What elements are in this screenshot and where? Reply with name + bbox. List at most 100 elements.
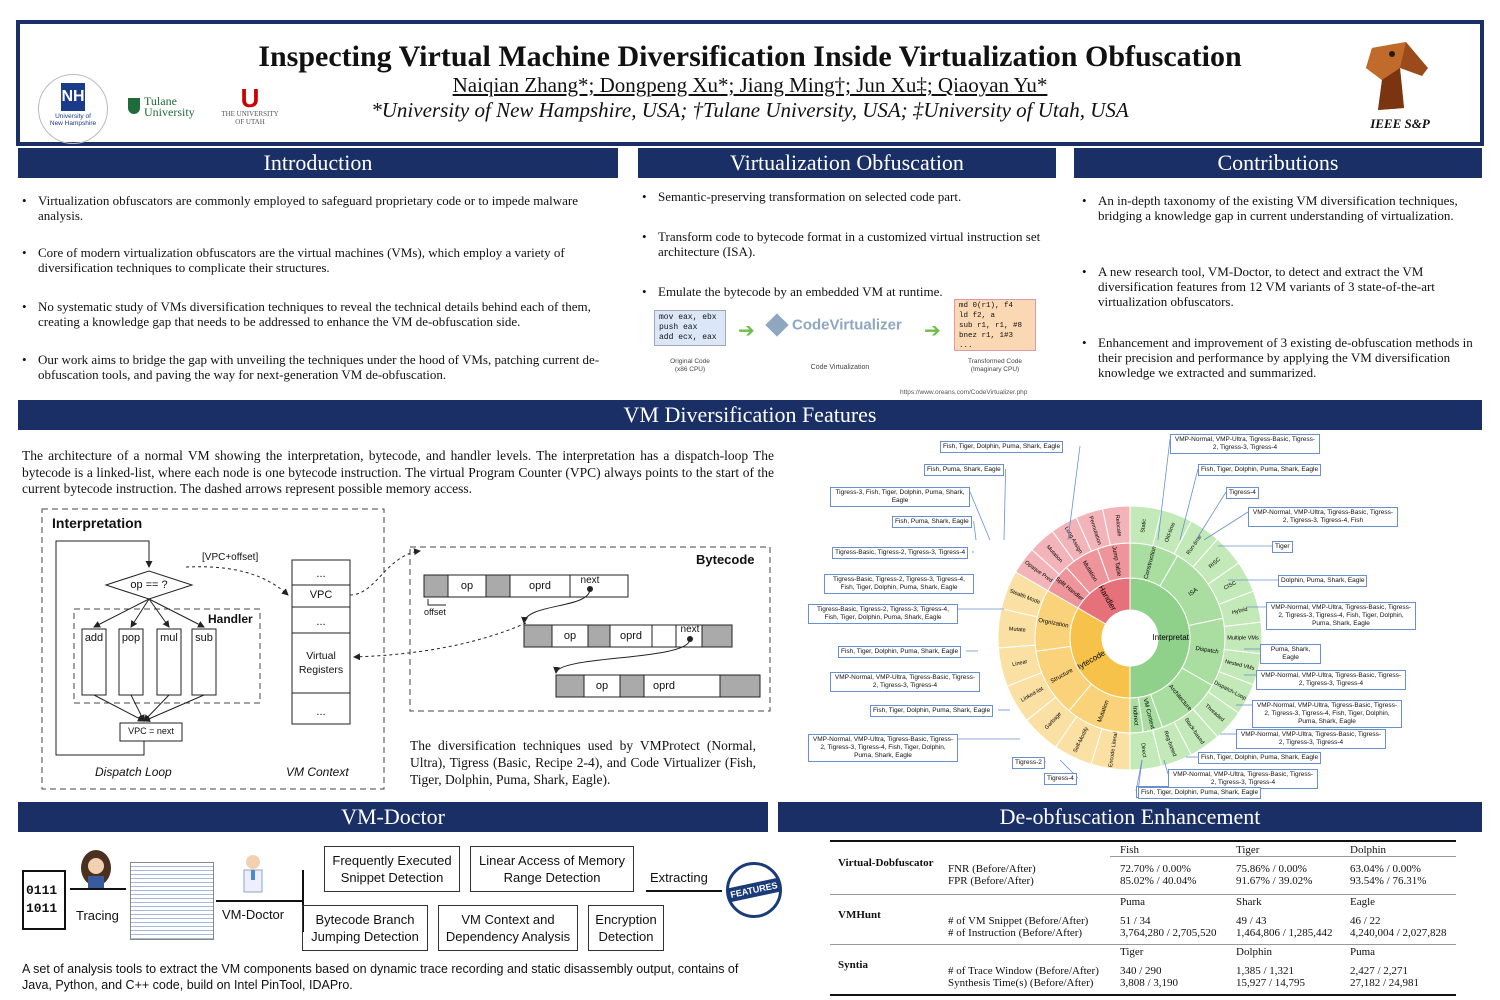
handler-pop-label: pop: [121, 632, 141, 644]
intro-bullet: Our work aims to bridge the gap with unv…: [18, 352, 618, 382]
deob-cell: 72.70% / 0.00%: [1120, 863, 1191, 875]
utah-logo: U THE UNIVERSITY OF UTAH: [218, 83, 282, 132]
next-label: next: [680, 624, 700, 635]
tulane-shield-icon: [128, 98, 140, 114]
deob-cell: 49 / 43: [1236, 915, 1267, 927]
dispatch-loop-line: [55, 540, 153, 756]
deob-metric-label: Synthesis Time(s) (Before/After): [948, 977, 1094, 989]
trace-screenshot: [130, 862, 214, 940]
deob-metric-label: # of Instruction (Before/After): [948, 927, 1083, 939]
deob-group-rule: [830, 894, 1456, 895]
sunburst-callout: VMP-Normal, VMP-Ultra, Tigress-Basic, Ti…: [808, 734, 958, 762]
deob-cell: 3,808 / 3,190: [1120, 977, 1179, 989]
deob-table-top-rule: [830, 840, 1456, 842]
vm-context-stack: [291, 559, 351, 725]
sunburst-callout: Fish, Tiger, Dolphin, Puma, Shark, Eagle: [940, 441, 1064, 453]
sunburst-hand-outer: [1101, 505, 1131, 546]
sunburst-callout: Tigress-Basic, Tigress-2, Tigress-3, Tig…: [808, 604, 958, 624]
handler-sub: [191, 628, 217, 696]
deob-cell: 1,464,806 / 1,285,442: [1236, 927, 1333, 939]
sunburst-callout: Tigress-Basic, Tigress-2, Tigress-3, Tig…: [824, 574, 974, 594]
vm-doctor-label: VM-Doctor: [222, 907, 285, 922]
deob-column-header: Shark: [1236, 896, 1262, 908]
dispatch-loop-label: Dispatch Loop: [95, 765, 172, 779]
trojan-horse-logo: [1352, 40, 1442, 114]
sunburst-callout: Puma, Shark, Eagle: [1260, 644, 1322, 664]
deob-metric-label: FNR (Before/After): [948, 863, 1036, 875]
memory-range-box: Linear Access of Memory Range Detection: [470, 846, 634, 892]
sunburst-outer-label: CISC: [1223, 580, 1237, 591]
handler-sub-label: sub: [195, 632, 213, 644]
offset-label: offset: [424, 607, 446, 617]
vpc-next-box: [119, 722, 183, 742]
sunburst-callout: Fish, Tiger, Dolphin, Puma, Shark, Eagle: [870, 705, 994, 717]
handler-pop: [118, 628, 144, 696]
deob-metric-label: FPR (Before/After): [948, 875, 1034, 887]
arrow-right-icon: ➔: [738, 320, 755, 342]
intro-bullet: Core of modern virtualization obfuscator…: [18, 245, 618, 275]
ieee-sp-label: IEEE S&P: [1370, 116, 1430, 131]
bracket-line: [302, 870, 304, 932]
arrow-right-icon: ➔: [924, 320, 941, 342]
deob-cell: 75.86% / 0.00%: [1236, 863, 1307, 875]
vo-bullet: Transform code to bytecode format in a c…: [638, 229, 1056, 259]
deob-method-name: Syntia: [838, 959, 868, 971]
handler-mul: [156, 628, 182, 696]
intro-bullet: Virtualization obfuscators are commonly …: [18, 193, 618, 223]
sunburst-callout: Dolphin, Puma, Shark, Eagle: [1278, 575, 1368, 587]
contrib-banner: Contributions: [1074, 148, 1482, 178]
sunburst-outer-label: Hybrid: [1231, 607, 1248, 617]
handler-add: [81, 628, 107, 696]
deob-metric-label: # of Trace Window (Before/After): [948, 965, 1099, 977]
deob-cell: 4,240,004 / 2,027,828: [1350, 927, 1447, 939]
sunburst-outer-label: Relocate: [1114, 515, 1122, 537]
sunburst-mid-label: ISA: [1188, 587, 1199, 598]
interpretation-frame: [41, 508, 385, 790]
arrow-right-icon: [216, 900, 302, 902]
original-code-label: Original Code (x86 CPU): [670, 358, 710, 373]
tracing-label: Tracing: [76, 908, 119, 923]
sunburst-callout: VMP-Normal, VMP-Ultra, Tigress-Basic, Ti…: [830, 672, 980, 692]
deob-method-name: VMHunt: [838, 909, 881, 921]
op-label: op: [460, 580, 474, 592]
deob-cell: 85.02% / 40.04%: [1120, 875, 1197, 887]
source-url[interactable]: https://www.oreans.com/CodeVirtualizer.p…: [900, 389, 1028, 396]
deob-metric-label: # of VM Snippet (Before/After): [948, 915, 1089, 927]
deob-column-header: Puma: [1350, 946, 1376, 958]
handler-frame: [73, 608, 261, 704]
deob-column-header: Dolphin: [1350, 844, 1387, 856]
deob-column-header: Tiger: [1120, 946, 1144, 958]
binary-file-icon: 0111 1011: [22, 870, 66, 930]
sunburst-callout: VMP-Normal, VMP-Ultra, Tigress-Basic, Ti…: [1266, 602, 1416, 630]
sunburst-callout: Fish, Puma, Shark, Eagle: [924, 464, 1004, 476]
bytecode-label: Bytecode: [696, 552, 755, 567]
sunburst-callout: Tigress-4: [1044, 773, 1077, 785]
vmd-description: A set of analysis tools to extract the V…: [22, 962, 739, 992]
deob-cell: 2,427 / 2,271: [1350, 965, 1409, 977]
dispatch-condition: [104, 570, 194, 600]
deob-cell: 15,927 / 14,795: [1236, 977, 1306, 989]
sunburst-outer-label: Static: [1140, 518, 1148, 533]
sunburst-callout: Fish, Tiger, Dolphin, Puma, Shark, Eagle: [1198, 464, 1322, 476]
sunburst-outer-label: Encode Literal: [1108, 732, 1119, 768]
utah-u-icon: U: [240, 83, 260, 113]
dispatch-condition-label: op == ?: [130, 579, 168, 591]
doctor-avatar: [238, 852, 268, 896]
vo-banner: Virtualization Obfuscation: [638, 148, 1056, 178]
sunburst-mid-label: Indirect: [1131, 706, 1138, 726]
oprd-label: oprd: [619, 630, 643, 642]
handler-add-label: add: [84, 632, 104, 644]
deob-cell: 27,182 / 24,981: [1350, 977, 1420, 989]
sunburst-chart: InterpretationBytecodeHandlerConstructio…: [997, 505, 1263, 771]
contrib-bullet: A new research tool, VM-Doctor, to detec…: [1078, 264, 1482, 309]
cube-icon: [765, 313, 789, 337]
op-label: op: [595, 680, 609, 692]
deob-cell: 91.67% / 39.02%: [1236, 875, 1313, 887]
deob-column-header: Tiger: [1236, 844, 1260, 856]
sunburst-callout: Fish, Puma, Shark, Eagle: [892, 516, 972, 528]
bytecode-frame: [409, 546, 771, 712]
sunburst-callout: VMP-Normal, VMP-Ultra, Tigress-Basic, Ti…: [1256, 670, 1406, 690]
arrow-right-icon: [646, 890, 722, 892]
deob-table-bottom-rule: [830, 994, 1456, 996]
sunburst-callout: Tigress-4: [1226, 487, 1259, 499]
